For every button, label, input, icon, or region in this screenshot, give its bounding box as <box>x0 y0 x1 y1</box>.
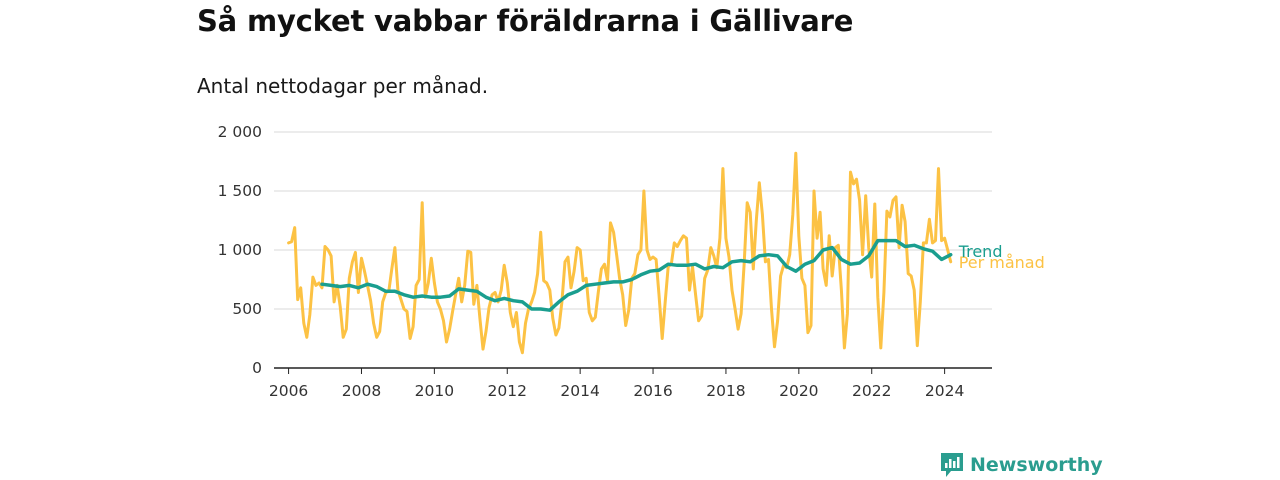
chart-subtitle: Antal nettodagar per månad. <box>197 74 489 98</box>
y-tick-label: 2 000 <box>218 123 262 141</box>
x-tick-label: 2018 <box>706 382 745 400</box>
x-tick-label: 2008 <box>342 382 381 400</box>
y-tick-label: 0 <box>252 359 262 377</box>
x-tick-label: 2006 <box>269 382 308 400</box>
series-label: Per månad <box>959 253 1045 272</box>
x-tick-label: 2010 <box>415 382 454 400</box>
x-tick-label: 2024 <box>925 382 964 400</box>
series-line-per-manad <box>287 151 953 355</box>
x-tick-label: 2012 <box>488 382 527 400</box>
series-lines <box>287 151 953 355</box>
x-tick-label: 2020 <box>779 382 818 400</box>
x-tick-label: 2022 <box>852 382 891 400</box>
series-label: Trend <box>958 242 1003 261</box>
y-axis-ticks: 0 500 1 000 1 500 2 000 <box>218 123 262 377</box>
x-axis-ticks: 2006 2008 2010 2012 2014 2016 2018 2020 2022 2024 <box>269 368 964 400</box>
newsworthy-logo-icon <box>941 453 963 477</box>
y-tick-label: 1 000 <box>218 241 262 259</box>
y-tick-label: 500 <box>232 300 262 318</box>
x-tick-label: 2014 <box>560 382 599 400</box>
chart-title: Så mycket vabbar föräldrarna i Gällivare <box>197 4 854 38</box>
brand-name: Newsworthy <box>970 453 1103 476</box>
brand-logo[interactable]: Newsworthy <box>940 451 1103 478</box>
series-line-trend <box>320 238 953 312</box>
x-tick-label: 2016 <box>633 382 672 400</box>
y-tick-label: 1 500 <box>218 182 262 200</box>
